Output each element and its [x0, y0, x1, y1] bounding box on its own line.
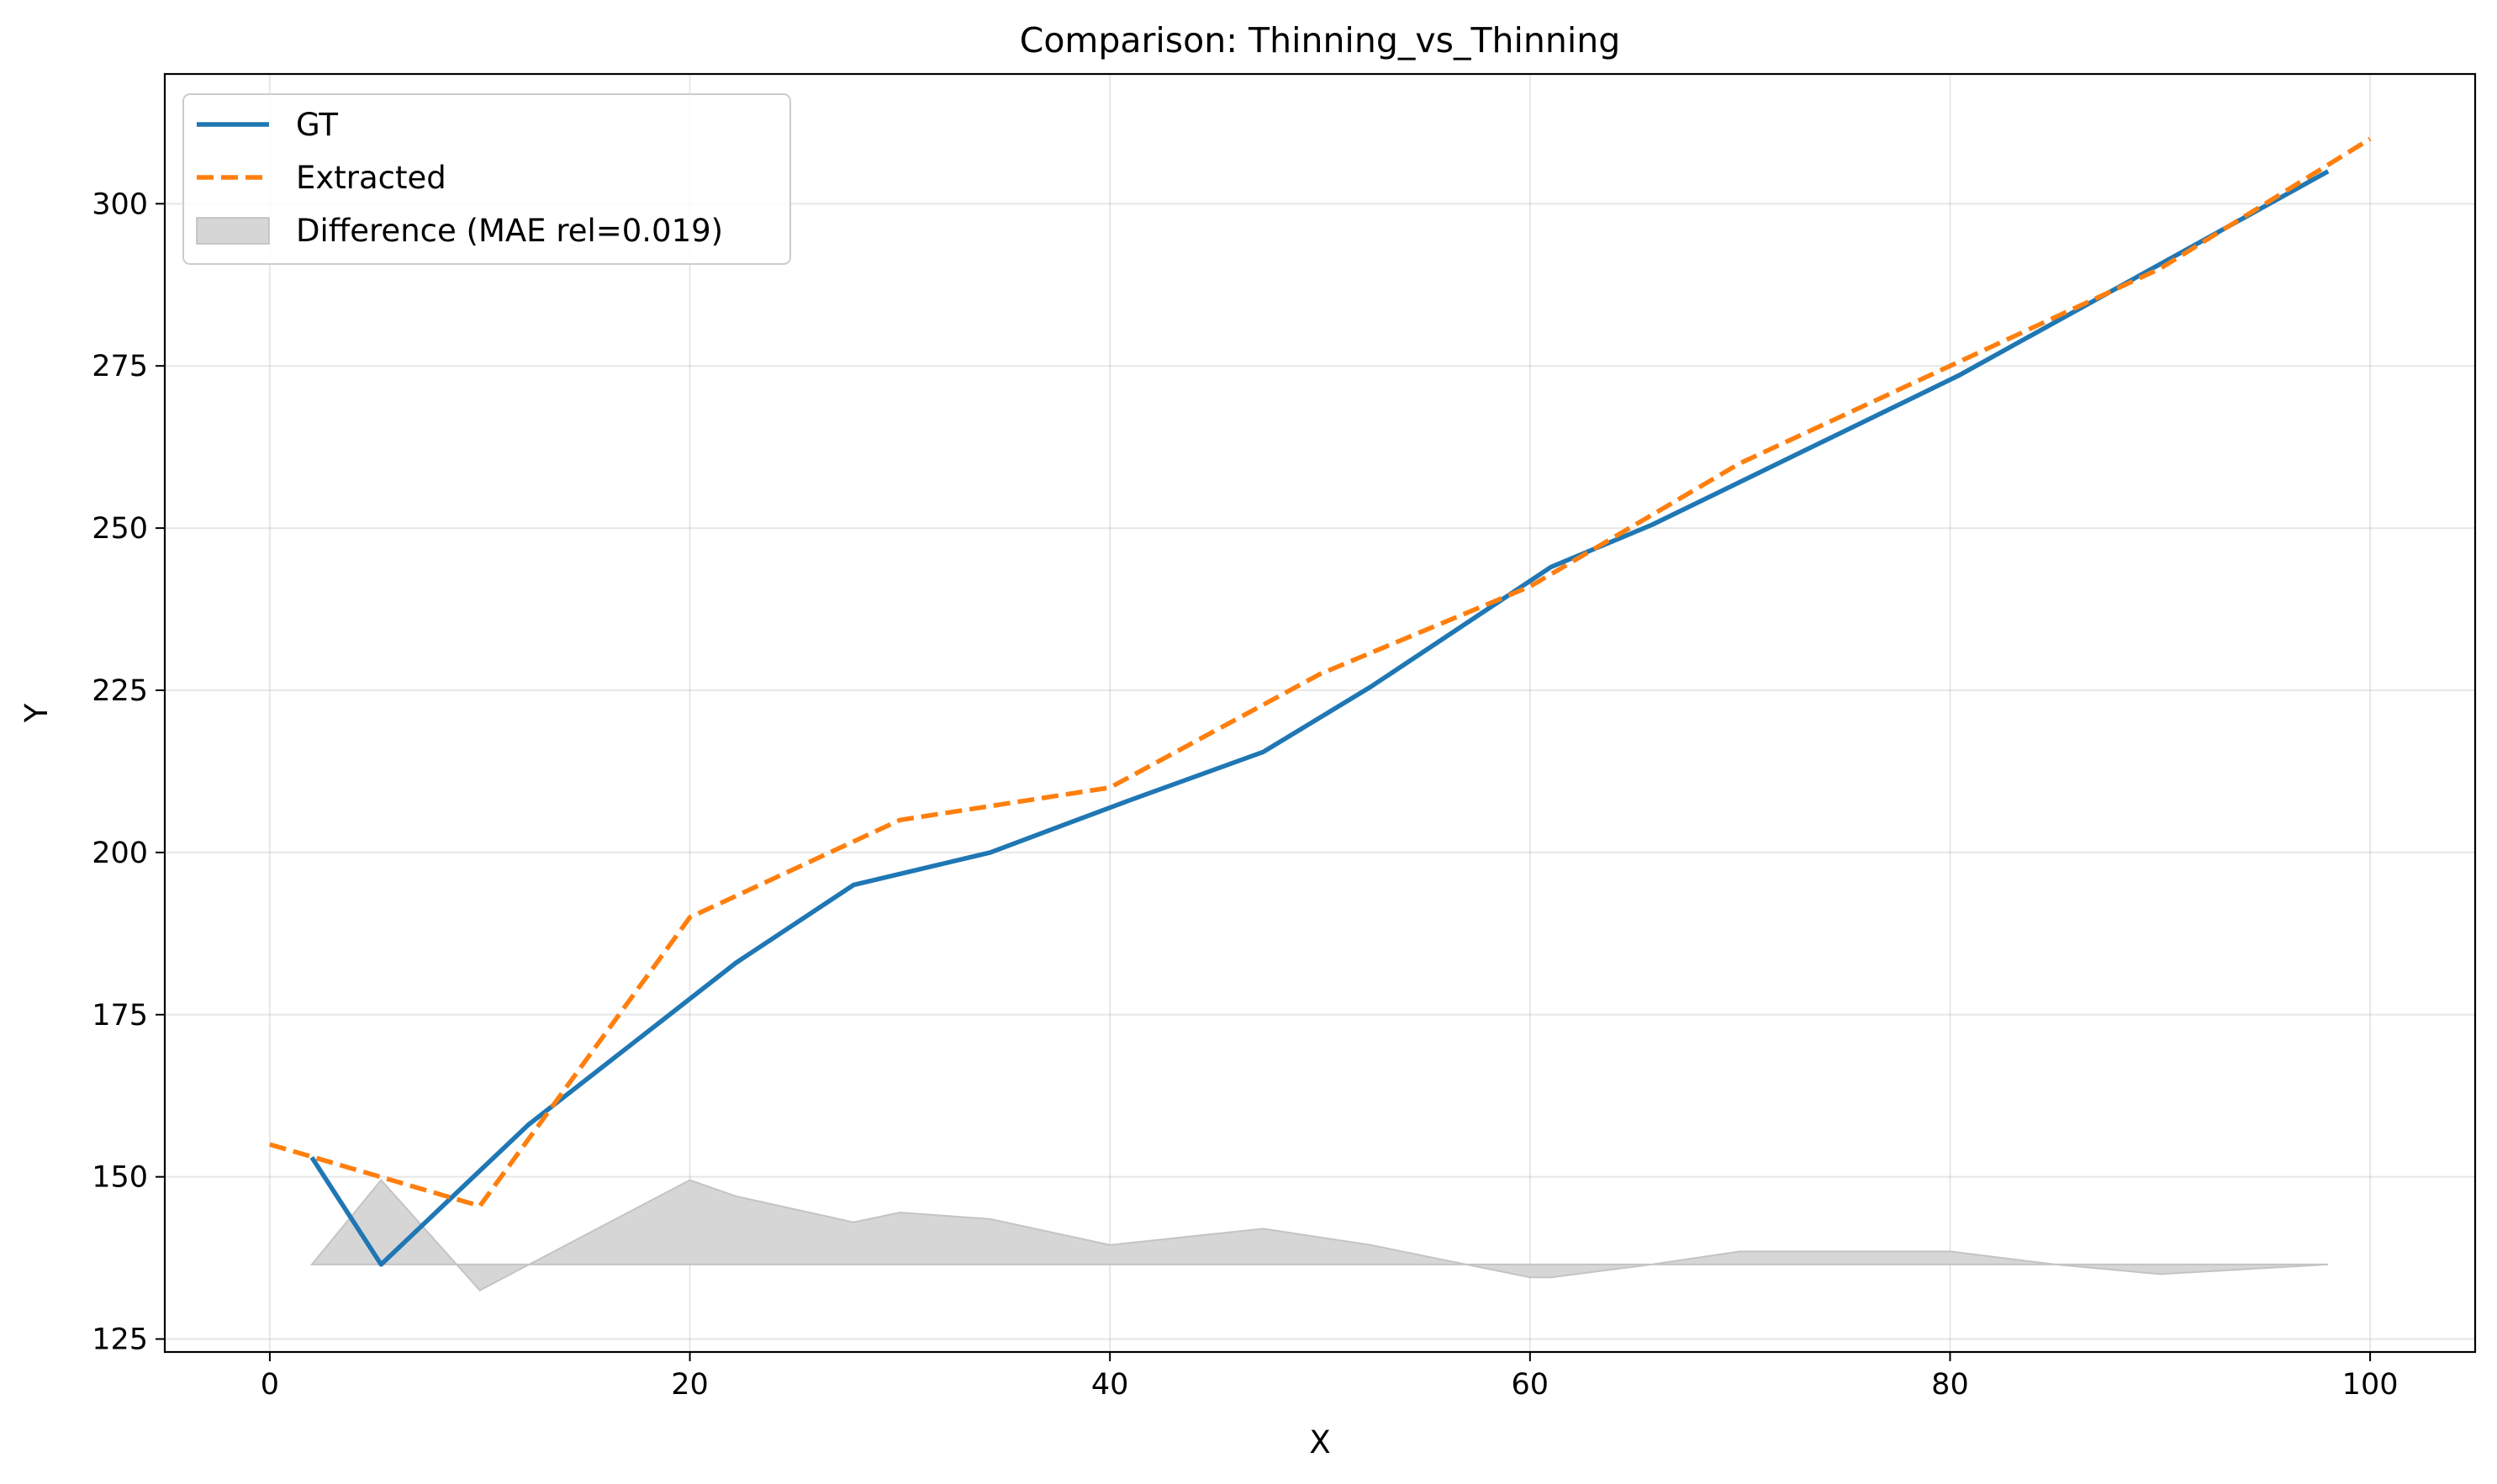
- y-tick-label: 250: [92, 512, 148, 546]
- legend-label-extracted: Extracted: [296, 160, 446, 196]
- x-tick-label: 60: [1512, 1368, 1549, 1402]
- legend-label-gt: GT: [296, 107, 338, 143]
- y-tick-label: 200: [92, 837, 148, 870]
- y-tick-label: 300: [92, 187, 148, 221]
- chart-title: Comparison: Thinning_vs_Thinning: [1020, 20, 1621, 61]
- legend-swatch-difference: [196, 217, 270, 245]
- y-axis-label: Y: [18, 703, 55, 723]
- x-tick-label: 100: [2342, 1368, 2399, 1402]
- legend: GT Extracted Difference (MAE rel=0.019): [182, 93, 791, 265]
- y-tick-label: 175: [92, 999, 148, 1032]
- y-tick-label: 275: [92, 350, 148, 383]
- gt-line: [309, 169, 2330, 1267]
- axis-ticks: 0 20 40 60 80 100 125 150 175 200 225 250 275 300: [92, 187, 2398, 1402]
- y-tick-label: 150: [92, 1161, 148, 1195]
- series-layer: [269, 136, 2372, 1291]
- difference-area: [309, 1178, 2329, 1291]
- y-tick-label: 125: [92, 1323, 148, 1357]
- x-tick-label: 40: [1091, 1368, 1129, 1402]
- grid: [165, 74, 2475, 1352]
- legend-label-difference: Difference (MAE rel=0.019): [296, 213, 723, 249]
- x-tick-label: 0: [261, 1368, 279, 1402]
- y-tick-label: 225: [92, 674, 148, 708]
- x-tick-label: 80: [1931, 1368, 1969, 1402]
- extracted-line: [269, 136, 2372, 1209]
- legend-box: [182, 93, 791, 265]
- x-axis-label: X: [1309, 1424, 1330, 1460]
- plot-frame: [163, 72, 2477, 1354]
- x-tick-label: 20: [671, 1368, 709, 1402]
